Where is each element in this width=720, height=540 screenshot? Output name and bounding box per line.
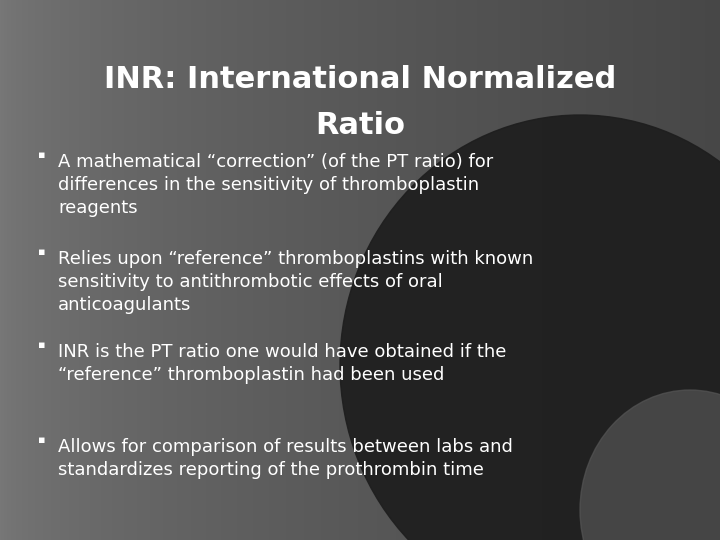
Text: Allows for comparison of results between labs and
standardizes reporting of the : Allows for comparison of results between… [58,438,513,479]
Text: ▪: ▪ [38,435,46,445]
Text: ▪: ▪ [38,247,46,257]
Text: ▪: ▪ [38,340,46,350]
Text: Relies upon “reference” thromboplastins with known
sensitivity to antithrombotic: Relies upon “reference” thromboplastins … [58,250,534,314]
Text: INR is the PT ratio one would have obtained if the
“reference” thromboplastin ha: INR is the PT ratio one would have obtai… [58,343,506,384]
Text: ▪: ▪ [38,150,46,160]
Ellipse shape [580,390,720,540]
Text: INR: International Normalized: INR: International Normalized [104,65,616,94]
Ellipse shape [340,115,720,540]
Text: Ratio: Ratio [315,111,405,139]
Text: A mathematical “correction” (of the PT ratio) for
differences in the sensitivity: A mathematical “correction” (of the PT r… [58,153,493,217]
